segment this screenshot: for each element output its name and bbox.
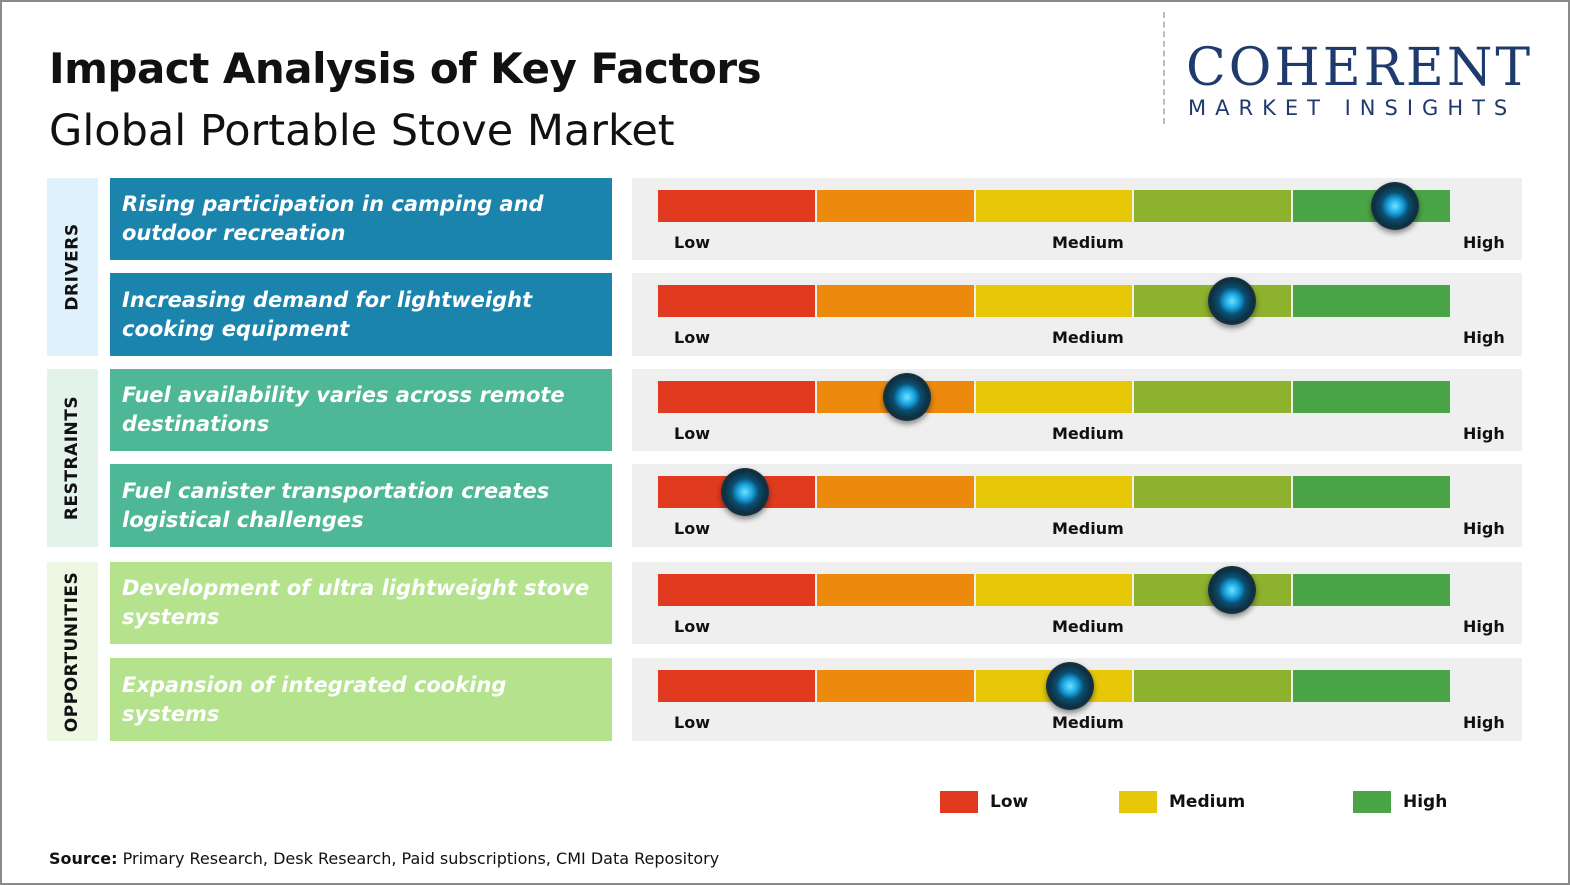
scale-segment [1134,476,1292,508]
scale-segment [658,381,815,413]
impact-scale-bar [658,574,1450,606]
scale-segment [1293,381,1450,413]
scale-segment [1293,574,1450,606]
impact-gauge: Low Medium High [632,178,1522,260]
scale-label-high: High [1463,713,1505,732]
scale-segment [658,285,815,317]
legend-swatch [940,791,978,813]
factor-text: Increasing demand for lightweight cookin… [122,287,533,341]
group-label-drivers: DRIVERS [47,178,98,356]
scale-label-medium: Medium [1052,328,1124,347]
source-note: Source: Primary Research, Desk Research,… [49,849,720,868]
impact-scale-bar [658,190,1450,222]
scale-segment [816,190,974,222]
scale-segment [1293,670,1450,702]
factor-box: Fuel canister transportation creates log… [110,464,612,547]
scale-label-medium: Medium [1052,233,1124,252]
impact-marker [1370,182,1419,230]
impact-gauge: Low Medium High [632,273,1522,356]
impact-gauge: Low Medium High [632,369,1522,451]
impact-marker [1045,662,1094,710]
scale-label-low: Low [674,328,710,347]
scale-label-medium: Medium [1052,713,1124,732]
scale-segment [816,476,974,508]
impact-marker [1208,566,1257,614]
legend-swatch [1119,791,1157,813]
scale-label-low: Low [674,617,710,636]
page-title: Impact Analysis of Key Factors [49,44,762,93]
factor-text: Development of ultra lightweight stove s… [122,576,590,629]
logo-wordmark: COHERENT [1186,38,1534,98]
factor-box: Fuel availability varies across remote d… [110,369,612,451]
impact-scale-bar [658,476,1450,508]
factor-box: Increasing demand for lightweight cookin… [110,273,612,356]
scale-segment [816,670,974,702]
group-label-restraints: RESTRAINTS [47,369,98,547]
scale-label-low: Low [674,233,710,252]
impact-scale-bar [658,285,1450,317]
factor-box: Expansion of integrated cooking systems [110,658,612,741]
scale-label-medium: Medium [1052,424,1124,443]
impact-gauge: Low Medium High [632,562,1522,644]
scale-segment [658,670,815,702]
scale-label-low: Low [674,424,710,443]
scale-segment [816,574,974,606]
scale-segment [1134,190,1292,222]
scale-label-medium: Medium [1052,617,1124,636]
impact-scale-bar [658,670,1450,702]
scale-label-medium: Medium [1052,519,1124,538]
logo-tagline: MARKET INSIGHTS [1188,96,1517,120]
legend-item-high: High [1353,791,1447,813]
scale-segment [658,574,815,606]
impact-marker [1208,277,1257,325]
scale-label-high: High [1463,519,1505,538]
scale-label-low: Low [674,519,710,538]
legend-item-low: Low [940,791,1028,813]
scale-segment [975,285,1133,317]
scale-segment [975,476,1133,508]
group-label-opportunities: OPPORTUNITIES [47,562,98,741]
scale-label-high: High [1463,424,1505,443]
factor-text: Expansion of integrated cooking systems [122,672,507,726]
scale-segment [975,574,1133,606]
legend-label: Low [990,792,1029,812]
impact-gauge: Low Medium High [632,464,1522,547]
scale-segment [658,190,815,222]
scale-segment [1134,670,1292,702]
scale-segment [975,190,1133,222]
scale-segment [816,285,974,317]
factor-text: Rising participation in camping and outd… [122,192,544,245]
factor-text: Fuel availability varies across remote d… [122,383,565,436]
scale-segment [1293,285,1450,317]
page-subtitle: Global Portable Stove Market [49,106,675,156]
factor-box: Development of ultra lightweight stove s… [110,562,612,644]
scale-segment [975,381,1133,413]
impact-gauge: Low Medium High [632,658,1522,741]
impact-marker [721,468,770,516]
legend-item-medium: Medium [1119,791,1245,813]
impact-marker [883,373,932,421]
scale-label-high: High [1463,617,1505,636]
impact-scale-bar [658,381,1450,413]
legend-label: Medium [1169,792,1246,812]
logo-divider [1163,12,1165,124]
legend-swatch [1353,791,1391,813]
factor-text: Fuel canister transportation creates log… [122,478,550,532]
scale-segment [1134,381,1292,413]
scale-segment [1293,476,1450,508]
factor-box: Rising participation in camping and outd… [110,178,612,260]
scale-label-high: High [1463,328,1505,347]
scale-label-high: High [1463,233,1505,252]
scale-label-low: Low [674,713,710,732]
legend-label: High [1403,792,1448,812]
